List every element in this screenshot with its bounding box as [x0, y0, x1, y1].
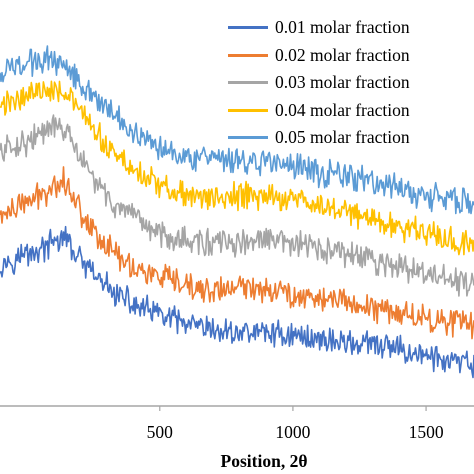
legend-item-0.03: 0.03 molar fraction [228, 69, 474, 97]
legend-swatch-0.04 [228, 108, 268, 112]
series-layer [0, 45, 474, 379]
legend-label-0.02: 0.02 molar fraction [275, 44, 410, 65]
legend-item-0.02: 0.02 molar fraction [228, 42, 474, 70]
legend-item-0.01: 0.01 molar fraction [228, 14, 474, 42]
legend-item-0.04: 0.04 molar fraction [228, 97, 474, 125]
series-line-0.01 [0, 225, 474, 379]
legend-label-0.03: 0.03 molar fraction [275, 72, 410, 93]
legend-swatch-0.05 [228, 136, 268, 140]
x-axis-label: Position, 2θ [221, 451, 308, 471]
legend-swatch-0.01 [228, 26, 268, 30]
x-tick-label: 1000 [275, 422, 310, 442]
legend-swatch-0.03 [228, 81, 268, 85]
x-axis-ticks: 500 1000 1500 [147, 406, 444, 442]
series-line-0.03 [0, 114, 474, 297]
x-tick-label: 500 [147, 422, 174, 442]
series-line-0.02 [0, 166, 474, 340]
legend-label-0.01: 0.01 molar fraction [275, 17, 410, 38]
legend-label-0.05: 0.05 molar fraction [275, 127, 410, 148]
legend-swatch-0.02 [228, 53, 268, 57]
series-line-0.04 [0, 80, 474, 256]
x-tick-label: 1500 [409, 422, 444, 442]
chart-legend: 0.01 molar fraction 0.02 molar fraction … [228, 14, 474, 152]
legend-label-0.04: 0.04 molar fraction [275, 99, 410, 120]
series-line-0.05 [0, 45, 474, 215]
legend-item-0.05: 0.05 molar fraction [228, 124, 474, 152]
